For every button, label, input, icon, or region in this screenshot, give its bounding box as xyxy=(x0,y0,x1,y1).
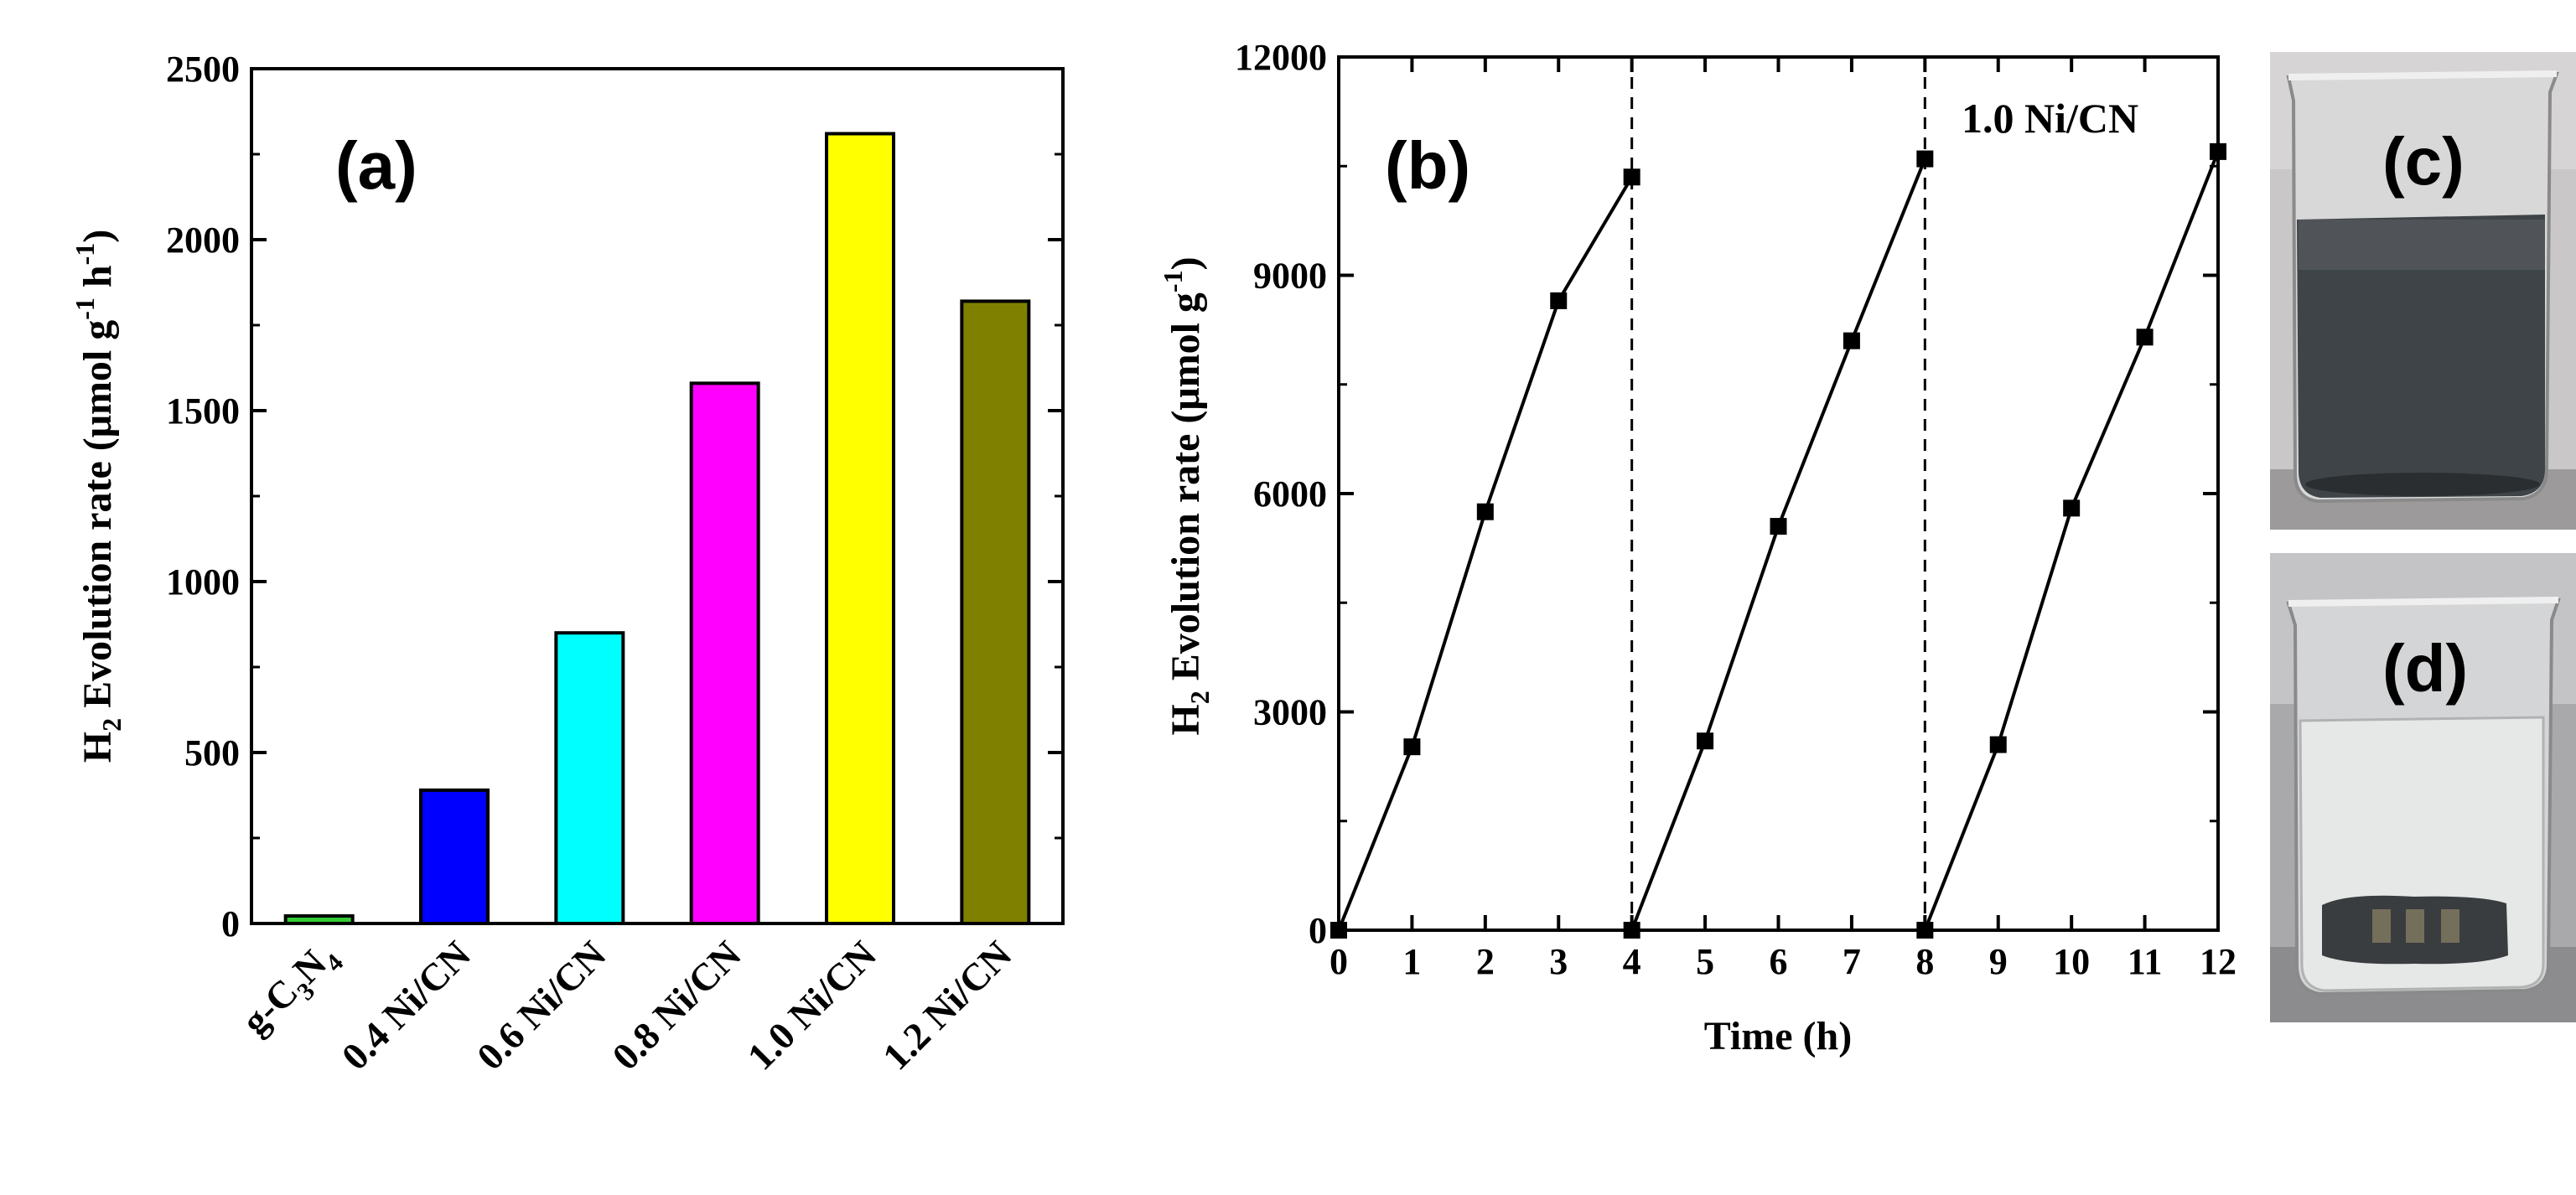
bar-4 xyxy=(825,132,895,925)
data-point xyxy=(1916,150,1934,168)
photo-beaker-c: (c) xyxy=(2270,52,2576,530)
panel-label-a: (a) xyxy=(335,128,417,203)
y-axis-title-a: H2 Evolution rate (μmol g-1 h-1) xyxy=(70,230,127,763)
y-tick-label-a: 500 xyxy=(184,732,240,773)
panel-label-b: (b) xyxy=(1385,128,1470,203)
x-tick-label-b: 0 xyxy=(1329,941,1348,982)
x-tick-label-b: 6 xyxy=(1770,941,1788,982)
y-tick-label-a: 1500 xyxy=(166,391,240,432)
bar-1 xyxy=(419,788,490,925)
sample-annotation: 1.0 Ni/CN xyxy=(1962,95,2138,142)
y-tick-label-b: 3000 xyxy=(1253,692,1327,733)
y-tick-label-b: 12000 xyxy=(1235,37,1327,78)
data-point xyxy=(1623,168,1640,186)
data-point xyxy=(1697,732,1714,750)
y-tick-label-a: 2000 xyxy=(166,220,240,261)
data-point xyxy=(1550,292,1568,309)
data-point xyxy=(1989,736,2007,753)
x-tick-label-b: 7 xyxy=(1843,941,1861,982)
y-tick-label-a: 1000 xyxy=(166,561,240,603)
data-point xyxy=(2210,142,2226,160)
y-tick-label-a: 0 xyxy=(221,903,240,944)
data-point xyxy=(2063,499,2081,517)
data-point xyxy=(1403,738,1421,756)
x-tick-label-b: 8 xyxy=(1915,941,1934,982)
y-axis-title-b: H2 Evolution rate (μmol g-1) xyxy=(1158,256,1215,735)
x-tick-label-b: 11 xyxy=(2128,941,2163,982)
dark-suspension xyxy=(2297,215,2545,498)
y-tick-label-b: 6000 xyxy=(1253,473,1327,515)
x-tick-label-b: 12 xyxy=(2200,941,2237,982)
x-tick-label-b: 5 xyxy=(1696,941,1714,982)
data-point xyxy=(1770,518,1787,535)
y-tick-label-b: 0 xyxy=(1309,910,1327,951)
x-tick-label-b: 9 xyxy=(1989,941,2008,982)
data-point xyxy=(2136,328,2154,346)
bar-5 xyxy=(960,299,1031,925)
bar-3 xyxy=(689,381,760,925)
data-point xyxy=(1476,503,1494,520)
data-point xyxy=(1843,332,1860,349)
photo-label-d: (d) xyxy=(2382,631,2468,706)
x-tick-label-b: 2 xyxy=(1476,941,1495,982)
x-tick-label-b: 1 xyxy=(1402,941,1421,982)
x-axis-title-b: Time (h) xyxy=(1704,1014,1852,1058)
photo-label-c: (c) xyxy=(2382,124,2465,199)
svg-text:H2 Evolution rate (μmol g-1): H2 Evolution rate (μmol g-1) xyxy=(1158,256,1215,735)
y-tick-label-b: 9000 xyxy=(1253,256,1327,297)
y-tick-label-a: 2500 xyxy=(166,49,240,90)
svg-text:H2 Evolution rate (μmol g-1 h-: H2 Evolution rate (μmol g-1 h-1) xyxy=(70,230,127,763)
x-tick-label-b: 10 xyxy=(2053,941,2090,982)
bar-2 xyxy=(554,631,625,925)
photo-beaker-d: (d) xyxy=(2270,553,2576,1022)
x-tick-label-b: 3 xyxy=(1549,941,1568,982)
x-tick-label-b: 4 xyxy=(1623,941,1641,982)
